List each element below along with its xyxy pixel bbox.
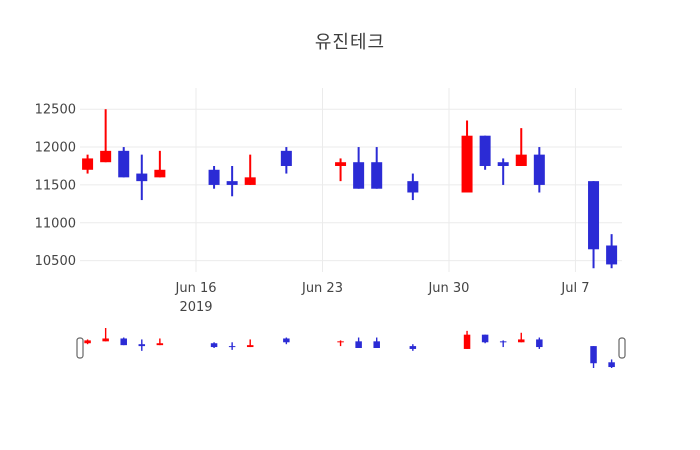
mini-candle-body	[337, 341, 344, 343]
range-slider-right-handle[interactable]	[618, 337, 626, 359]
x-tick-label: Jun 30	[427, 281, 469, 296]
y-tick-label: 12500	[35, 103, 76, 118]
candle-body	[588, 181, 600, 250]
y-tick-label: 12000	[35, 141, 76, 156]
range-slider-left-handle[interactable]	[76, 337, 84, 359]
x-tick-year-label: 2019	[179, 300, 212, 315]
mini-candle-body	[355, 341, 362, 348]
y-tick-label: 10500	[35, 254, 76, 269]
mini-candle-body	[210, 343, 218, 348]
mini-candle-body	[481, 334, 489, 343]
candle-body	[497, 162, 509, 166]
mini-candle-body	[102, 338, 109, 342]
candle-body	[100, 150, 112, 163]
candle-body	[606, 245, 618, 265]
candle-body	[407, 181, 419, 193]
mini-candle-body	[228, 346, 236, 348]
candle-body	[226, 181, 238, 185]
candle-body	[335, 162, 347, 166]
mini-candle-body	[499, 341, 507, 343]
mini-candle-body	[463, 334, 471, 349]
mini-candle-body	[608, 362, 615, 368]
mini-candle-body	[138, 344, 146, 347]
candle-body	[280, 150, 292, 166]
mini-candle-body	[590, 346, 597, 364]
candle-body	[515, 154, 527, 166]
mini-candle-body	[156, 343, 164, 346]
candle-body	[353, 162, 365, 189]
mini-candle-body	[373, 341, 380, 348]
x-tick-label: Jun 16	[175, 281, 217, 296]
candle-body	[244, 177, 256, 185]
mini-candle-body	[283, 338, 290, 343]
candle-body	[82, 158, 94, 170]
y-tick-label: 11500	[35, 178, 76, 193]
candle-body	[533, 154, 545, 185]
candle-body	[154, 169, 166, 178]
candle-body	[118, 150, 130, 178]
mini-candle-body	[536, 339, 543, 348]
candle-body	[136, 173, 148, 182]
candle-body	[371, 162, 383, 189]
range-slider-track[interactable]	[80, 324, 622, 372]
mini-candle-body	[518, 339, 525, 343]
mini-candle-body	[246, 345, 254, 348]
candle-body	[479, 135, 491, 166]
mini-candle-body	[84, 340, 91, 344]
x-tick-label: Jul 7	[560, 281, 589, 296]
chart-title: 유진테크	[314, 32, 386, 53]
candle-body	[461, 135, 473, 193]
mini-candle-body	[120, 338, 127, 346]
x-tick-label: Jun 23	[301, 281, 343, 296]
mini-candle-body	[409, 346, 417, 349]
y-tick-label: 11000	[35, 216, 76, 231]
candle-body	[208, 169, 220, 185]
